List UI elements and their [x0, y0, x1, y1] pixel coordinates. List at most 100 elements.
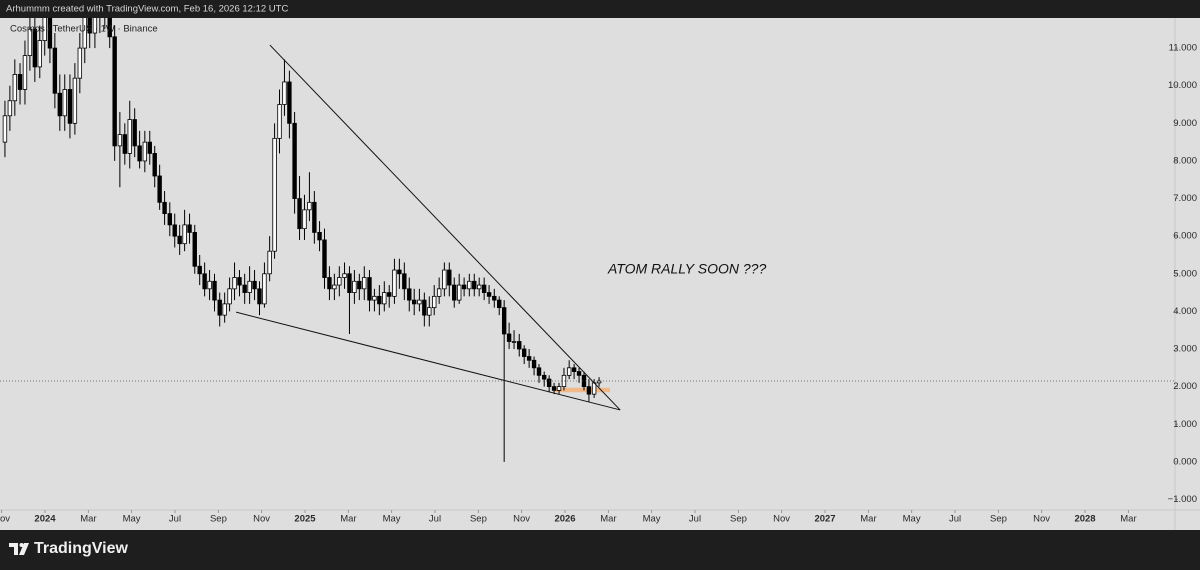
highlight-box: [555, 387, 610, 393]
y-tick-label: 8.000: [1173, 155, 1197, 166]
x-tick-label: Jul: [689, 514, 701, 525]
candle-body: [402, 273, 407, 290]
header-text: Arhummm created with TradingView.com, Fe…: [6, 4, 288, 15]
x-tick-label: Mar: [1120, 514, 1136, 525]
candle-body: [486, 292, 492, 297]
candle-body: [112, 36, 117, 147]
annotation: ATOM RALLY SOON ???: [607, 261, 766, 277]
candle-body: [2, 115, 8, 143]
footer-bar: [0, 530, 1200, 570]
candle-body: [536, 367, 542, 376]
candle-body: [337, 277, 342, 286]
candle-body: [531, 359, 537, 369]
candle-body: [467, 280, 472, 290]
candle-body: [247, 280, 252, 293]
candle-body: [147, 141, 152, 154]
candle-body: [477, 284, 482, 290]
candle-body: [207, 280, 212, 290]
candle-body: [297, 198, 302, 230]
y-tick-label: 5.000: [1173, 268, 1197, 279]
candle-body: [237, 277, 242, 286]
candle-body: [442, 269, 447, 290]
y-tick-label: 6.000: [1173, 231, 1197, 242]
candle-body: [461, 284, 467, 290]
candle-body: [526, 356, 532, 361]
candle-body: [92, 18, 98, 34]
plot-area: [0, 18, 1175, 462]
candle-body: [432, 295, 437, 309]
candle-body: [187, 224, 192, 233]
candle-body: [47, 18, 53, 49]
y-tick-label: 11.000: [1169, 43, 1197, 54]
y-tick-label: 3.000: [1173, 344, 1197, 355]
trendline: [235, 311, 621, 411]
x-tick-label: Nov: [773, 514, 790, 525]
chart-background: [0, 18, 1200, 530]
y-tick-label: 7.000: [1173, 193, 1197, 204]
candle-body: [452, 284, 457, 301]
candle-body: [222, 303, 227, 316]
x-tick-label: Nov: [1033, 514, 1050, 525]
candle-body: [262, 273, 267, 305]
x-tick-label: 2025: [294, 514, 316, 525]
x-tick-label: Jul: [949, 514, 961, 525]
candle-body: [327, 277, 332, 290]
candle-body: [132, 119, 137, 147]
candle-body: [586, 386, 592, 395]
candle-body: [122, 134, 128, 154]
x-tick-label: May: [643, 514, 661, 525]
logo-icon: [19, 543, 29, 555]
brand-text: TradingView: [34, 540, 129, 557]
candle-body: [372, 295, 377, 301]
candle-body: [62, 89, 67, 117]
candle-body: [561, 374, 567, 388]
candle-body: [456, 284, 462, 301]
candle-body: [77, 47, 83, 79]
candle-body: [357, 280, 362, 290]
x-tick-label: Jul: [429, 514, 441, 525]
candle-body: [192, 232, 197, 267]
candle-body: [566, 367, 572, 376]
y-tick-label: −1.000: [1168, 494, 1197, 505]
candle-body: [172, 224, 177, 237]
candle-body: [242, 284, 247, 293]
candle-body: [137, 145, 142, 162]
candle-body: [447, 269, 452, 286]
candle-body: [521, 348, 527, 357]
x-tick-label: 2028: [1074, 514, 1095, 525]
candle-body: [556, 386, 562, 391]
candle-body: [252, 280, 257, 290]
candle-body: [501, 307, 507, 335]
candle-body: [576, 371, 582, 376]
x-tick-label: 2027: [814, 514, 835, 525]
candle-body: [142, 141, 148, 162]
x-tick-label: Nov: [253, 514, 270, 525]
x-tick-label: Mar: [860, 514, 876, 525]
candle-body: [397, 269, 402, 275]
x-tick-label: 2026: [554, 514, 575, 525]
candle-body: [72, 77, 78, 124]
candle-body: [472, 280, 477, 290]
candle-body: [511, 341, 517, 343]
candle-body: [302, 209, 307, 230]
candle-body: [506, 333, 512, 342]
candle-body: [7, 100, 13, 117]
candle-body: [542, 374, 547, 380]
y-tick-label: 9.000: [1173, 118, 1197, 129]
candle-body: [287, 81, 292, 124]
candle-body: [177, 235, 182, 245]
header-bar: [0, 0, 1200, 18]
candle-body: [42, 18, 47, 41]
candle-body: [272, 137, 277, 252]
candle-body: [277, 104, 282, 139]
candle-body: [387, 292, 392, 297]
candle-body: [162, 201, 167, 214]
x-tick-label: May: [903, 514, 921, 525]
candle-body: [596, 380, 602, 384]
candle-body: [497, 299, 502, 309]
x-tick-label: Jul: [169, 514, 181, 525]
candle-body: [107, 18, 112, 38]
trendline: [269, 44, 621, 411]
x-tick-label: Sep: [730, 514, 747, 525]
